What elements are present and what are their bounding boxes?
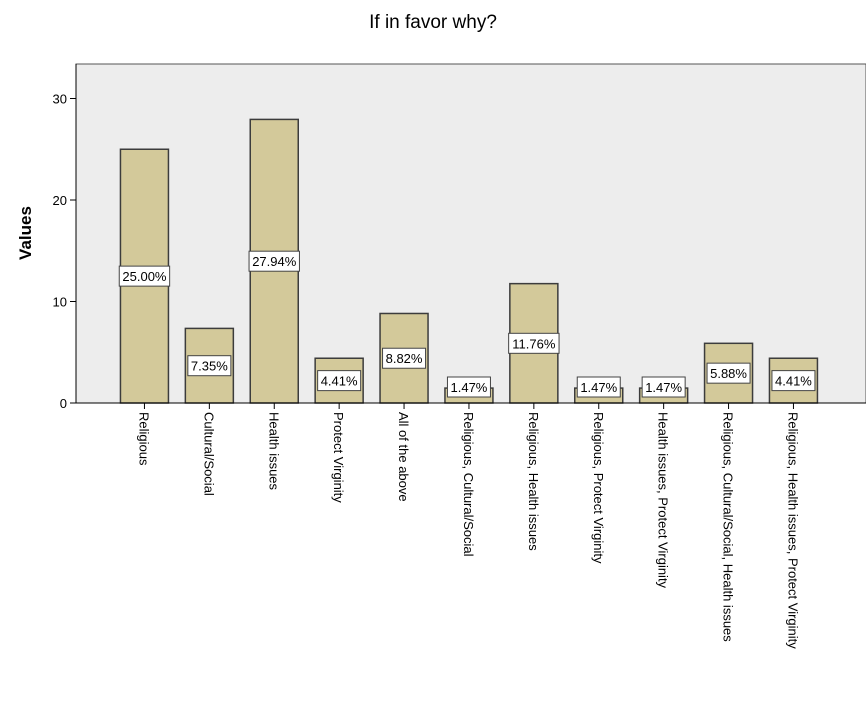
data-label-box <box>187 355 232 377</box>
data-label-text: 1.47% <box>645 380 682 395</box>
data-label: 1.47% <box>576 376 621 398</box>
data-label: 8.82% <box>382 347 427 369</box>
x-tick-label: Health issues, Protect Virginity <box>656 412 671 589</box>
y-tick-label: 20 <box>53 193 67 208</box>
data-label: 1.47% <box>446 376 491 398</box>
data-label-text: 25.00% <box>122 269 167 284</box>
x-tick-label: Health issues <box>266 412 281 491</box>
x-tick-label: Religious, Health issues <box>526 412 541 551</box>
data-label: 27.94% <box>248 250 300 272</box>
x-tick-label: Religious, Cultural/Social, Health issue… <box>721 412 736 642</box>
data-label-text: 11.76% <box>512 336 556 351</box>
x-tick-label: Religious, Cultural/Social <box>461 412 476 557</box>
data-label-box <box>382 347 427 369</box>
data-label: 4.41% <box>771 370 816 392</box>
data-label-text: 7.35% <box>191 359 228 374</box>
y-tick-label: 0 <box>60 396 67 411</box>
bars-group: 25.00% 7.35% 27.94% 4.41% 8.82% 1.47% 11.76% 1.… <box>118 118 819 404</box>
data-label-box <box>641 376 686 398</box>
x-tick-label: Religious, Protect Virginity <box>591 412 606 564</box>
data-label-text: 5.88% <box>710 366 747 381</box>
x-tick-label: Religious, Health issues, Protect Virgin… <box>785 412 800 649</box>
x-tick-label: Protect Virginity <box>331 412 346 503</box>
data-label-text: 8.82% <box>386 351 423 366</box>
data-label: 7.35% <box>187 355 232 377</box>
data-label-text: 27.94% <box>252 254 297 269</box>
y-tick-label: 30 <box>53 92 67 107</box>
data-label-text: 1.47% <box>580 380 617 395</box>
x-tick-label: Cultural/Social <box>201 412 216 496</box>
y-axis-label: Values <box>16 206 35 260</box>
data-label-box <box>446 376 491 398</box>
data-label: 11.76% <box>508 332 560 354</box>
data-label: 25.00% <box>118 265 171 287</box>
x-axis: Religious Cultural/Social Health issues Pro… <box>76 402 866 649</box>
data-label-box <box>771 370 816 392</box>
data-label-box <box>317 370 362 392</box>
x-tick-label: All of the above <box>396 412 411 502</box>
data-label-text: 4.41% <box>775 374 812 389</box>
data-label-box <box>508 332 560 354</box>
data-label-box <box>248 250 300 272</box>
chart-title: If in favor why? <box>369 12 497 33</box>
data-label-box <box>706 362 751 384</box>
data-label: 4.41% <box>317 370 362 392</box>
data-label-text: 4.41% <box>321 374 358 389</box>
data-label: 5.88% <box>706 362 751 384</box>
y-tick-label: 10 <box>53 295 67 310</box>
data-label-box <box>118 265 171 287</box>
data-label-text: 1.47% <box>451 380 488 395</box>
data-label: 1.47% <box>641 376 686 398</box>
y-axis: 0 10 20 30 <box>53 64 77 411</box>
data-label-box <box>576 376 621 398</box>
x-tick-label: Religious <box>136 412 151 466</box>
